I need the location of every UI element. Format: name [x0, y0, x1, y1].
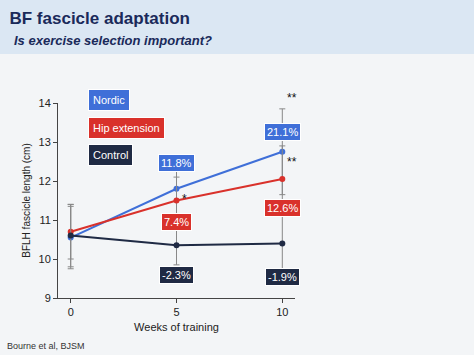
svg-text:0: 0 — [68, 306, 74, 318]
svg-text:-1.9%: -1.9% — [268, 271, 297, 283]
svg-text:13: 13 — [39, 136, 51, 148]
svg-text:BF fascicle adaptation: BF fascicle adaptation — [9, 9, 189, 28]
svg-text:12: 12 — [39, 175, 51, 187]
svg-text:11: 11 — [39, 214, 50, 226]
svg-text:10: 10 — [39, 253, 51, 265]
svg-text:**: ** — [287, 155, 297, 169]
svg-text:9: 9 — [45, 292, 51, 304]
svg-text:Nordic: Nordic — [93, 94, 125, 106]
svg-text:Is exercise selection importan: Is exercise selection important? — [14, 33, 212, 48]
svg-text:10: 10 — [276, 306, 288, 318]
svg-text:-2.3%: -2.3% — [162, 269, 191, 281]
svg-text:**: ** — [287, 91, 297, 105]
svg-text:5: 5 — [173, 306, 179, 318]
svg-text:11.8%: 11.8% — [161, 157, 192, 169]
svg-text:7.4%: 7.4% — [164, 216, 189, 228]
svg-text:Hip extension: Hip extension — [93, 122, 160, 134]
svg-text:Bourne et al, BJSM: Bourne et al, BJSM — [7, 341, 85, 351]
svg-text:Control: Control — [93, 149, 128, 161]
svg-text:12.6%: 12.6% — [267, 202, 298, 214]
svg-text:21.1%: 21.1% — [267, 126, 298, 138]
svg-text:Weeks of training: Weeks of training — [134, 321, 219, 333]
svg-text:BFLH fascicle length (cm): BFLH fascicle length (cm) — [21, 143, 32, 257]
svg-text:14: 14 — [39, 97, 51, 109]
svg-text:*: * — [182, 192, 187, 206]
